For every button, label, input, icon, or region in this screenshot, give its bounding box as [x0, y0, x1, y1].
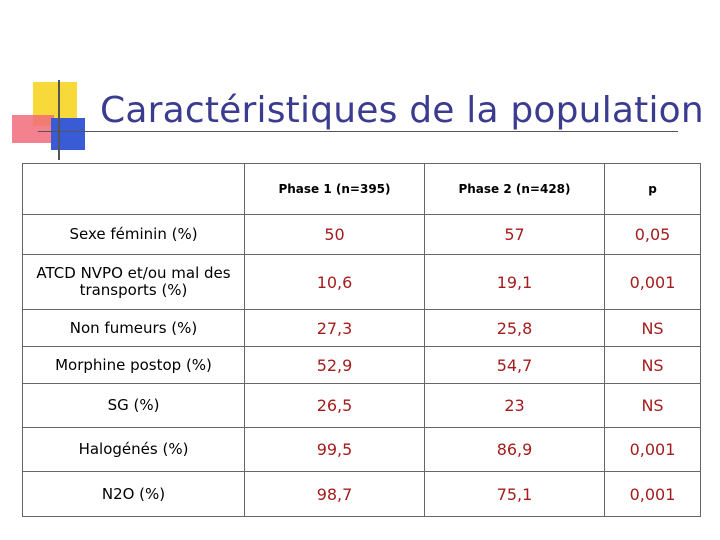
table-row: ATCD NVPO et/ou mal des transports (%) 10… [22, 254, 701, 310]
row-label: Non fumeurs (%) [22, 309, 245, 347]
table-row: Morphine postop (%) 52,9 54,7 NS [22, 346, 701, 384]
phase-1-value: 10,6 [244, 254, 425, 310]
phase-1-value: 99,5 [244, 427, 425, 472]
row-label: Sexe féminin (%) [22, 214, 245, 255]
slide-title: Caractéristiques de la population [100, 90, 704, 131]
table-row: N2O (%) 98,7 75,1 0,001 [22, 471, 701, 517]
row-label: SG (%) [22, 383, 245, 428]
decorative-red-square [12, 115, 54, 143]
phase-1-value: 52,9 [244, 346, 425, 384]
population-table: Phase 1 (n=395) Phase 2 (n=428) p Sexe f… [22, 163, 701, 517]
phase-2-value: 75,1 [424, 471, 605, 517]
p-value: NS [604, 346, 701, 384]
row-label: N2O (%) [22, 471, 245, 517]
header-empty [22, 163, 245, 215]
header-phase-2: Phase 2 (n=428) [424, 163, 605, 215]
p-value: 0,001 [604, 471, 701, 517]
phase-1-value: 27,3 [244, 309, 425, 347]
decorative-blue-square [51, 118, 85, 150]
row-label: ATCD NVPO et/ou mal des transports (%) [22, 254, 245, 310]
decorative-vertical-line [58, 80, 60, 160]
p-value: 0,001 [604, 254, 701, 310]
phase-1-value: 50 [244, 214, 425, 255]
phase-1-value: 26,5 [244, 383, 425, 428]
header-p-value: p [604, 163, 701, 215]
phase-2-value: 25,8 [424, 309, 605, 347]
phase-2-value: 86,9 [424, 427, 605, 472]
row-label: Morphine postop (%) [22, 346, 245, 384]
table-header-row: Phase 1 (n=395) Phase 2 (n=428) p [22, 163, 701, 215]
header-phase-1: Phase 1 (n=395) [244, 163, 425, 215]
phase-2-value: 23 [424, 383, 605, 428]
p-value: NS [604, 383, 701, 428]
phase-1-value: 98,7 [244, 471, 425, 517]
p-value: NS [604, 309, 701, 347]
table-row: Halogénés (%) 99,5 86,9 0,001 [22, 427, 701, 472]
table-row: SG (%) 26,5 23 NS [22, 383, 701, 428]
p-value: 0,001 [604, 427, 701, 472]
table-row: Non fumeurs (%) 27,3 25,8 NS [22, 309, 701, 347]
table-row: Sexe féminin (%) 50 57 0,05 [22, 214, 701, 255]
phase-2-value: 54,7 [424, 346, 605, 384]
phase-2-value: 57 [424, 214, 605, 255]
title-underline [38, 131, 678, 132]
row-label: Halogénés (%) [22, 427, 245, 472]
p-value: 0,05 [604, 214, 701, 255]
phase-2-value: 19,1 [424, 254, 605, 310]
